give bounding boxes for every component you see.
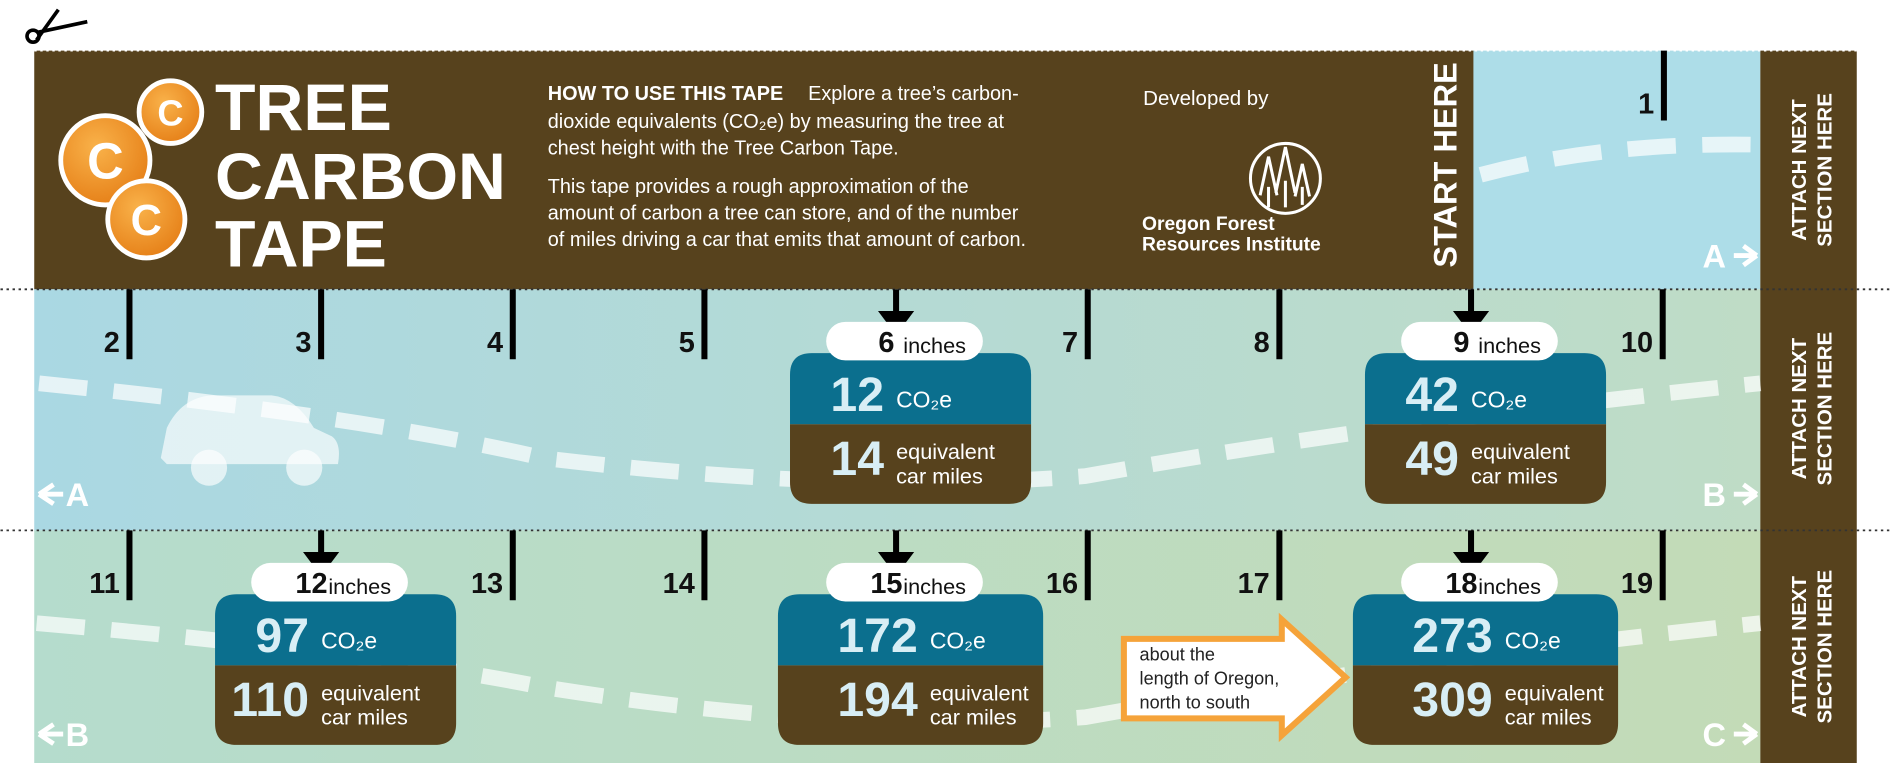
attach-label: ATTACH NEXT — [1788, 99, 1811, 241]
miles-label: car miles — [896, 463, 983, 488]
co2e-label: CO₂e — [321, 627, 377, 653]
attach-label: SECTION HERE — [1813, 332, 1836, 486]
about-line: of miles driving a car that emits that a… — [548, 229, 1026, 251]
title-line: CARBON — [215, 140, 506, 214]
how-to-line: Explore a tree’s carbon- — [808, 83, 1019, 105]
logo-letter: C — [131, 197, 162, 245]
marker-letter: A — [1702, 239, 1726, 275]
co2e-label: CO₂e — [896, 386, 952, 412]
title-line: TAPE — [215, 207, 387, 281]
attach-label: SECTION HERE — [1813, 570, 1836, 724]
tree-carbon-tape: C C C TREE CARBON TAPE HOW TO USE THIS T… — [0, 0, 1891, 763]
co2e-label: CO₂e — [930, 627, 986, 653]
co2e-value: 172 — [837, 609, 917, 663]
note-line: about the — [1140, 645, 1215, 665]
inches-value: 9 — [1453, 327, 1469, 359]
marker-letter: B — [1702, 477, 1726, 513]
note-line: length of Oregon, — [1140, 669, 1280, 689]
miles-label: equivalent — [1471, 439, 1570, 464]
about-line: amount of carbon a tree can store, and o… — [548, 202, 1019, 224]
attach-label: SECTION HERE — [1813, 93, 1836, 247]
inches-value: 18 — [1445, 568, 1477, 600]
tick-label: 10 — [1621, 327, 1653, 359]
attach-label: ATTACH NEXT — [1788, 337, 1811, 479]
tick-label: 13 — [471, 568, 503, 600]
tick-label: 14 — [663, 568, 695, 600]
co2e-value: 12 — [830, 368, 884, 422]
tick-label: 8 — [1254, 327, 1270, 359]
tick-label: 19 — [1621, 568, 1653, 600]
inches-unit: inches — [328, 574, 391, 599]
co2e-label: CO₂e — [1505, 627, 1561, 653]
tick-label: 16 — [1046, 568, 1078, 600]
org-name: Resources Institute — [1142, 235, 1321, 256]
how-to-heading: HOW TO USE THIS TAPE — [548, 83, 784, 105]
marker-letter: B — [66, 717, 89, 753]
marker-letter: C — [1702, 717, 1726, 753]
miles-value: 49 — [1405, 432, 1459, 486]
tick-label: 1 — [1638, 88, 1654, 120]
marker-letter: A — [66, 477, 89, 513]
start-here: START HERE — [1428, 62, 1464, 267]
developed-by: Developed by — [1143, 87, 1269, 110]
tick-label: 2 — [104, 327, 120, 359]
miles-label: car miles — [1505, 704, 1592, 729]
logo-letter: C — [87, 132, 124, 189]
tick-label: 3 — [295, 327, 311, 359]
inches-value: 12 — [295, 568, 327, 600]
co2e-value: 273 — [1412, 609, 1492, 663]
miles-label: equivalent — [321, 680, 420, 705]
miles-label: equivalent — [896, 439, 995, 464]
tick-label: 5 — [679, 327, 695, 359]
co2e-value: 42 — [1405, 368, 1459, 422]
miles-value: 14 — [830, 432, 884, 486]
miles-value: 194 — [837, 673, 918, 727]
note-line: north to south — [1140, 693, 1251, 713]
org-name: Oregon Forest — [1142, 214, 1275, 235]
miles-value: 309 — [1412, 673, 1492, 727]
inches-unit: inches — [903, 333, 966, 358]
inches-unit: inches — [1478, 574, 1541, 599]
miles-label: equivalent — [1505, 680, 1604, 705]
co2e-value: 97 — [255, 609, 309, 663]
about-line: This tape provides a rough approximation… — [548, 176, 969, 198]
inches-value: 15 — [870, 568, 902, 600]
how-to-line: chest height with the Tree Carbon Tape. — [548, 137, 899, 159]
scissors — [27, 10, 87, 43]
miles-label: car miles — [930, 704, 1017, 729]
miles-label: car miles — [321, 704, 408, 729]
tick-label: 11 — [89, 568, 120, 600]
miles-label: car miles — [1471, 463, 1558, 488]
miles-label: equivalent — [930, 680, 1029, 705]
inches-value: 6 — [878, 327, 894, 359]
tick-label: 7 — [1062, 327, 1078, 359]
tick-label: 17 — [1238, 568, 1270, 600]
co2e-label: CO₂e — [1471, 386, 1527, 412]
how-to-line: dioxide equivalents (CO₂e) by measuring … — [548, 111, 1005, 133]
inches-unit: inches — [1478, 333, 1541, 358]
inches-unit: inches — [903, 574, 966, 599]
attach-label: ATTACH NEXT — [1788, 575, 1811, 717]
logo-letter: C — [157, 92, 183, 133]
miles-value: 110 — [231, 673, 309, 727]
tick-label: 4 — [487, 327, 503, 359]
title-line: TREE — [215, 71, 392, 145]
